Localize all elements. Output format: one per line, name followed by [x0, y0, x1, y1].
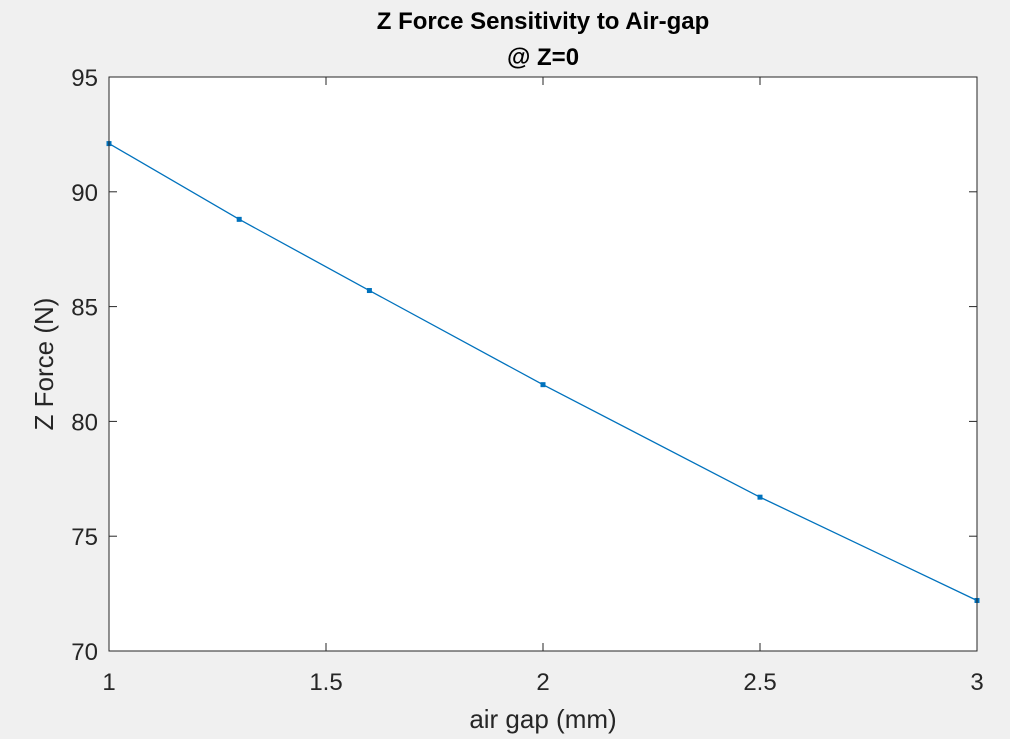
x-tick-label: 2.5 — [743, 669, 776, 696]
x-tick-label: 3 — [970, 669, 983, 696]
x-tick-label: 2 — [536, 669, 549, 696]
y-tick-label: 85 — [71, 295, 98, 322]
plot-area — [109, 77, 977, 651]
data-point — [540, 382, 546, 388]
y-tick-label: 90 — [71, 180, 98, 207]
y-tick-label: 95 — [71, 65, 98, 92]
y-tick-label: 70 — [71, 639, 98, 666]
x-axis-label: air gap (mm) — [469, 704, 616, 734]
chart-title-line-1: Z Force Sensitivity to Air-gap — [377, 8, 710, 35]
y-tick-label: 80 — [71, 409, 98, 436]
data-point — [757, 494, 763, 500]
x-tick-label: 1 — [102, 669, 115, 696]
y-axis-label: Z Force (N) — [29, 298, 59, 431]
data-point — [236, 216, 242, 222]
data-point — [366, 288, 372, 294]
y-tick-label: 75 — [71, 524, 98, 551]
x-tick-label: 1.5 — [309, 669, 342, 696]
axes-box — [108, 76, 978, 652]
tick-labels: 1 1.5 2 2.5 3 70 75 80 85 90 95 — [71, 65, 983, 696]
chart-title-line-2: @ Z=0 — [507, 44, 579, 71]
series-line — [108, 143, 978, 602]
